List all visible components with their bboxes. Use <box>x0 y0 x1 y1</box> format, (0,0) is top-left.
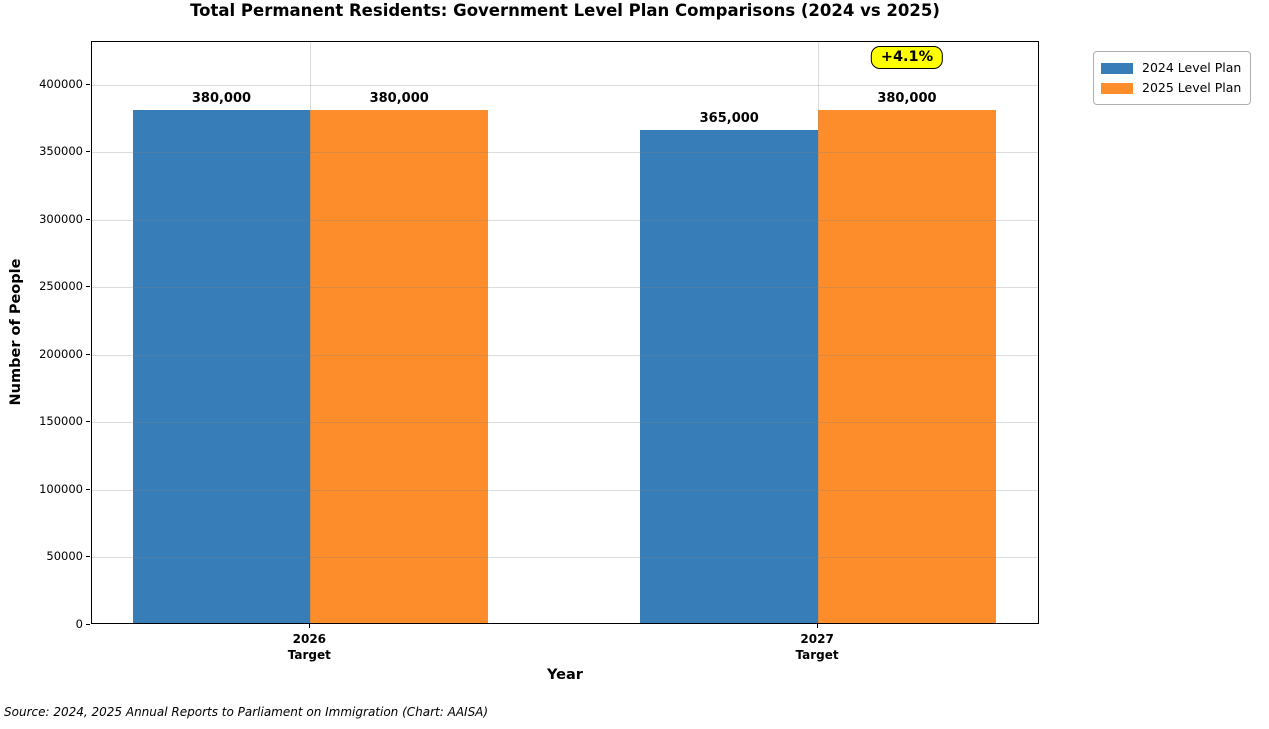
y-tick-mark <box>86 286 90 288</box>
y-tick-mark <box>86 556 90 558</box>
legend: 2024 Level Plan 2025 Level Plan <box>1093 51 1252 105</box>
legend-label: 2025 Level Plan <box>1142 80 1242 95</box>
legend-swatch <box>1101 62 1133 74</box>
legend-item: 2025 Level Plan <box>1101 78 1241 98</box>
x-tick-label: 2026 Target <box>287 632 331 662</box>
plot-area: +4.1% 380,000 365,000 380,000 380,000 <box>91 41 1039 624</box>
chart-title: Total Permanent Residents: Government Le… <box>190 1 940 20</box>
y-tick-mark <box>86 488 90 490</box>
y-tick-mark <box>86 421 90 423</box>
gridline-horizontal <box>92 84 1038 86</box>
y-tick-label: 400000 <box>39 76 83 91</box>
y-tick-label: 250000 <box>39 279 83 294</box>
x-tick-mark <box>308 624 311 628</box>
bar-value-label: 380,000 <box>369 91 429 107</box>
bar <box>132 110 311 623</box>
y-tick-mark <box>86 151 90 153</box>
x-tick-mark <box>816 624 818 628</box>
legend-swatch <box>1101 82 1133 94</box>
bar-value-label: 365,000 <box>699 111 759 127</box>
x-tick-label: 2027 Target <box>795 632 839 662</box>
x-axis-label: Year <box>547 667 583 683</box>
legend-label: 2024 Level Plan <box>1142 60 1242 75</box>
y-tick-mark <box>86 623 90 625</box>
y-tick-label: 100000 <box>39 481 83 496</box>
bar <box>818 110 996 623</box>
bar <box>310 110 489 623</box>
bar-value-label: 380,000 <box>877 91 937 107</box>
bar-value-label: 380,000 <box>191 91 252 107</box>
y-tick-mark <box>86 353 90 355</box>
y-tick-label: 0 <box>75 616 83 631</box>
y-tick-label: 50000 <box>46 549 83 564</box>
legend-item: 2024 Level Plan <box>1101 58 1241 78</box>
y-tick-label: 350000 <box>39 144 83 159</box>
annotation-badge: +4.1% <box>870 46 944 69</box>
y-tick-label: 200000 <box>39 346 83 361</box>
y-tick-mark <box>86 83 90 85</box>
y-tick-label: 300000 <box>39 211 83 226</box>
source-note: Source: 2024, 2025 Annual Reports to Par… <box>4 705 489 719</box>
y-tick-mark <box>86 218 90 220</box>
y-tick-label: 150000 <box>39 414 83 429</box>
bar <box>640 130 819 623</box>
